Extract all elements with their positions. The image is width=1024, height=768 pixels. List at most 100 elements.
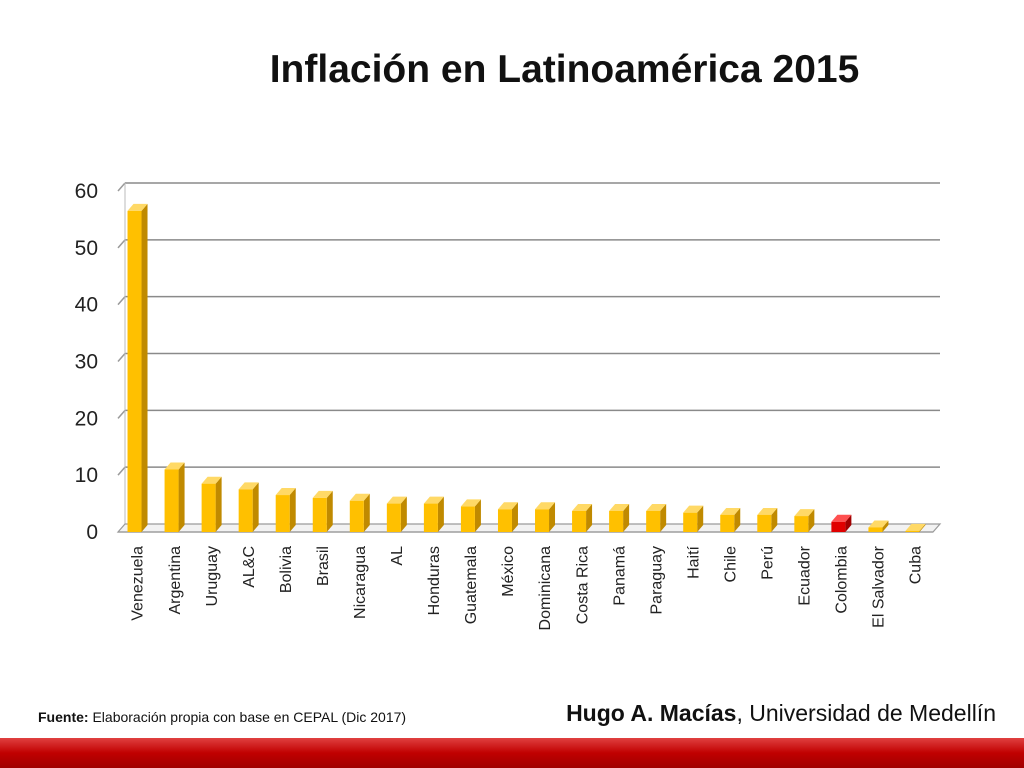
author-credit: Hugo A. Macías, Universidad de Medellín xyxy=(566,700,996,727)
bar xyxy=(497,502,518,532)
bar xyxy=(349,493,370,532)
bar-front xyxy=(868,527,883,532)
bar xyxy=(127,203,148,532)
bar-top xyxy=(423,496,444,504)
bar-side xyxy=(215,476,222,532)
chart-title: Inflación en Latinoamérica 2015 xyxy=(269,48,860,91)
bar-side xyxy=(882,520,889,532)
bar-top xyxy=(201,476,222,484)
bar-side xyxy=(919,523,926,532)
x-tick-label: Perú xyxy=(760,546,777,580)
bar-side xyxy=(845,514,852,532)
bar xyxy=(831,514,852,532)
source-text: Elaboración propia con base en CEPAL (Di… xyxy=(92,709,407,725)
bar-side xyxy=(623,503,630,532)
x-tick-label: Dominicana xyxy=(537,546,554,631)
bar-front xyxy=(275,495,290,532)
bar-top xyxy=(831,514,852,522)
bar-front xyxy=(905,530,920,532)
bar-top xyxy=(868,520,889,528)
bar-front xyxy=(720,514,735,532)
bar-side xyxy=(437,496,444,532)
bar-top xyxy=(794,509,815,517)
bar-top xyxy=(683,505,704,513)
bar-side xyxy=(141,203,148,532)
y-tick-label: 0 xyxy=(86,521,98,544)
bar-front xyxy=(646,510,661,532)
author-affiliation: , Universidad de Medellín xyxy=(736,700,996,726)
gridline-slant xyxy=(117,296,126,306)
y-axis-labels: 0 10 20 30 40 50 60 xyxy=(75,180,98,544)
bar-top xyxy=(312,490,333,498)
x-tick-label: Cuba xyxy=(908,546,925,584)
y-tick-label: 20 xyxy=(75,407,98,430)
author-name: Hugo A. Macías xyxy=(566,700,737,726)
y-tick-label: 50 xyxy=(75,237,98,260)
bar-front xyxy=(423,503,438,532)
bar-side xyxy=(511,502,518,532)
bar xyxy=(423,496,444,532)
bar-side xyxy=(178,462,185,532)
bar-front xyxy=(460,506,475,532)
bar xyxy=(868,520,889,532)
bar-top xyxy=(275,488,296,496)
bar-top xyxy=(905,523,926,531)
bar-side xyxy=(586,503,593,532)
bar xyxy=(201,476,222,532)
bar-front xyxy=(831,521,846,532)
bar-side xyxy=(326,490,333,532)
x-tick-label: México xyxy=(500,546,517,597)
x-tick-label: Paraguay xyxy=(648,546,665,615)
bar-top xyxy=(460,499,481,507)
x-tick-label: Guatemala xyxy=(463,546,480,624)
bar-top xyxy=(535,502,556,510)
bar xyxy=(275,488,296,532)
bar-top xyxy=(646,503,667,511)
gridline-slant xyxy=(117,466,126,476)
bar-side xyxy=(808,509,815,532)
bar xyxy=(238,482,259,532)
x-tick-label: Uruguay xyxy=(204,546,221,606)
bar-front xyxy=(164,469,179,532)
bar-front xyxy=(201,483,216,532)
bar-side xyxy=(363,493,370,532)
x-tick-label: El Salvador xyxy=(871,545,888,627)
bar-top xyxy=(720,507,741,515)
x-tick-label: Brasil xyxy=(315,546,332,586)
bar-front xyxy=(312,497,327,532)
x-tick-label: Argentina xyxy=(167,546,184,615)
gridlines xyxy=(117,182,940,524)
bar-front xyxy=(349,500,364,532)
bar xyxy=(609,503,630,532)
bar-side xyxy=(734,507,741,532)
bar-top xyxy=(609,503,630,511)
x-tick-label: AL&C xyxy=(241,546,258,588)
x-tick-label: Costa Rica xyxy=(574,546,591,624)
gridline-slant xyxy=(117,409,126,419)
bar-top xyxy=(572,503,593,511)
x-tick-label: Haití xyxy=(685,545,702,578)
bars xyxy=(127,203,926,532)
source-note: Fuente: Elaboración propia con base en C… xyxy=(38,709,406,725)
source-label: Fuente: xyxy=(38,709,89,725)
bar xyxy=(720,507,741,532)
x-tick-label: Nicaragua xyxy=(352,546,369,619)
bar-front xyxy=(609,510,624,532)
bar-side xyxy=(549,502,556,532)
x-tick-label: AL xyxy=(389,546,406,566)
bar-top xyxy=(386,496,407,504)
bar-front xyxy=(683,512,698,532)
x-tick-label: Panamá xyxy=(611,546,628,606)
y-tick-label: 40 xyxy=(75,294,98,317)
bar-side xyxy=(697,505,704,532)
bar-top xyxy=(497,502,518,510)
bar-front xyxy=(497,509,512,532)
bar-side xyxy=(660,503,667,532)
bar-side xyxy=(474,499,481,532)
gridline-slant xyxy=(117,353,126,362)
bar-chart: 0 10 20 30 40 50 60 Venezuela Argentina Uruguay A… xyxy=(75,180,942,631)
bar-top xyxy=(238,482,259,490)
bar xyxy=(535,502,556,532)
y-tick-label: 60 xyxy=(75,180,98,203)
bar-front xyxy=(127,210,142,532)
